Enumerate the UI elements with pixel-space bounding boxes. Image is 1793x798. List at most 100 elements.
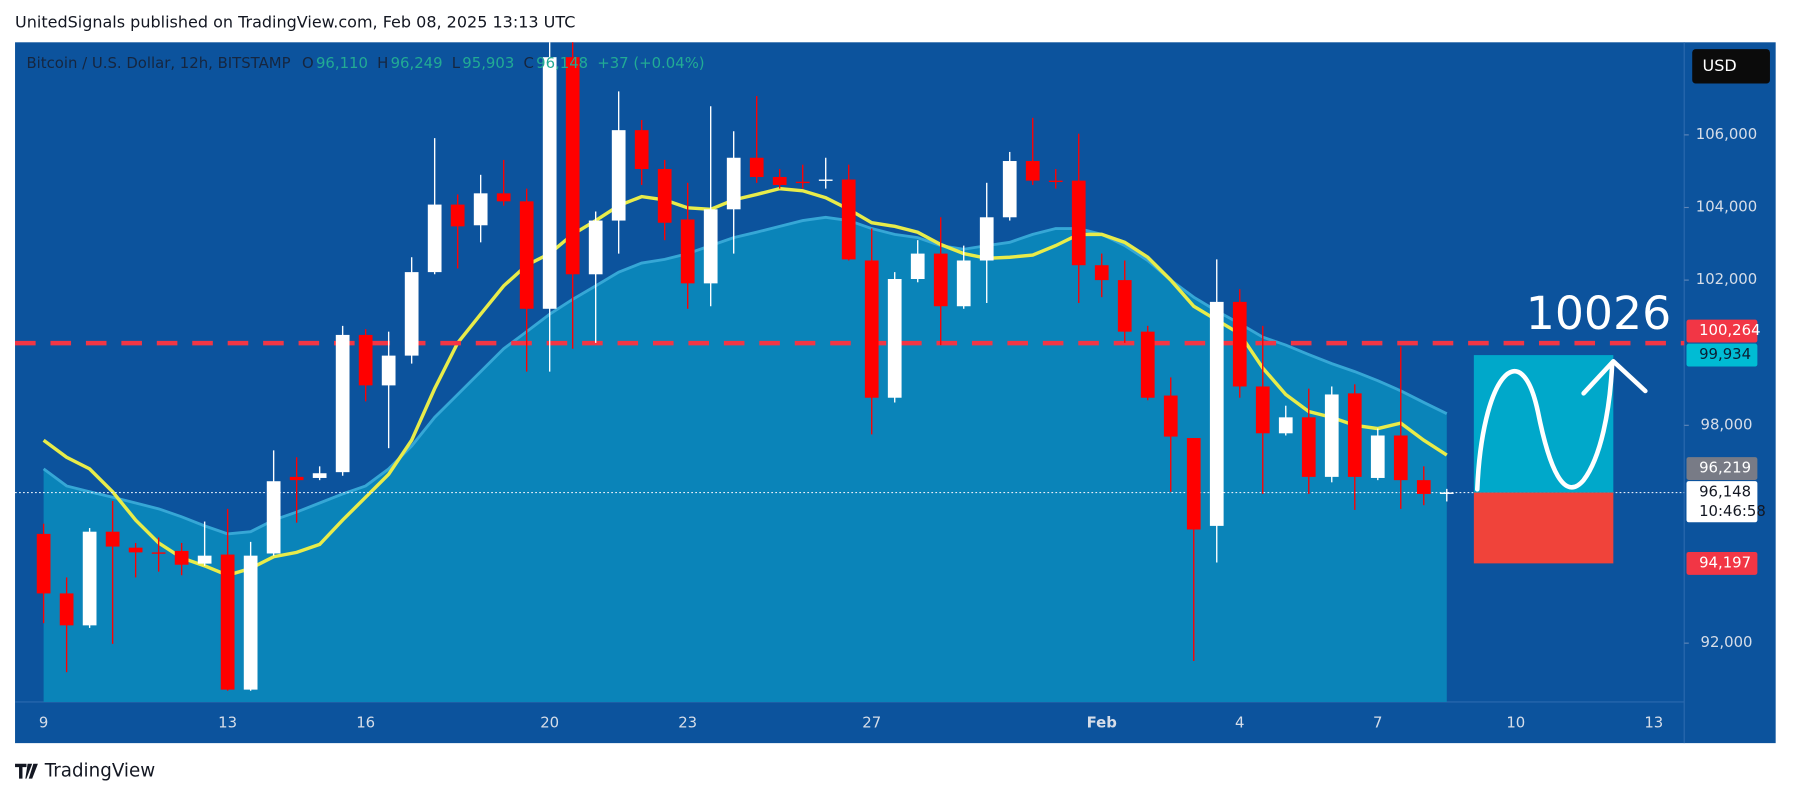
x-tick-label: 13 [1644,714,1663,732]
price-label-box [1686,481,1758,523]
brand-name: TradingView [44,761,156,782]
price-label-box [1686,457,1758,480]
brand: TradingView [15,761,155,782]
candle-body [1232,301,1247,387]
candle-body [1255,386,1270,434]
candle-body [1370,435,1385,478]
candle-body [910,253,925,280]
candle-body [1002,161,1017,218]
candle-body [473,193,488,226]
candle-body [1416,480,1431,494]
candle-body [1347,393,1362,477]
candle-body [36,533,51,594]
x-tick-label: 20 [540,714,559,732]
candle-body [818,179,833,181]
candle-body [59,593,74,626]
legend-value: 96,148 [536,54,588,72]
legend-value: 96,249 [391,54,443,72]
x-tick-label: Feb [1087,714,1117,732]
brand-logo [15,763,38,779]
x-tick-label: 13 [218,714,237,732]
projection-arrow [1581,358,1648,396]
projection-drawing [1474,358,1648,492]
candle-body [703,209,718,284]
candle-body [1048,180,1063,182]
candle-body [680,219,695,284]
candle-body [335,334,350,473]
price-label: 100,264 [1699,321,1760,339]
candle-body [289,476,304,481]
candle-body [404,272,419,356]
candle-body [864,260,879,398]
price-label: 96,219 [1699,459,1751,477]
candle-body [1163,395,1178,437]
currency-box [1692,49,1770,84]
annotation: 10026 [1526,287,1671,340]
candle-body [496,193,511,202]
candle-body [726,157,741,210]
candle-body [358,334,373,386]
candle-body [1025,161,1040,181]
legend-letter: H [377,54,388,72]
x-tick-label: 10 [1506,714,1525,732]
currency: USD [1703,56,1737,75]
y-tick-label: 102,000 [1696,270,1757,288]
candle-body [174,550,189,565]
area-fill [43,217,1447,702]
candle-body [450,204,465,227]
axes: 92,000 98,000 102,000 104,000 106,000 9 13 16 20… [39,125,1757,732]
candle-body [611,130,626,221]
y-tick-label: 98,000 [1701,415,1753,433]
x-tick-label: 4 [1235,714,1244,732]
candle-body [128,547,143,553]
candle-body [588,220,603,275]
candle-body [565,57,580,275]
x-tick-label: 16 [356,714,375,732]
candle-body [1324,394,1339,477]
price-label-box [1686,343,1758,367]
level-lines [15,340,1685,494]
candle-body [1071,180,1086,266]
x-tick-label: 9 [39,714,48,732]
candle-body [519,201,534,309]
y-tick-label: 104,000 [1696,197,1757,215]
candle-body [1186,438,1201,530]
y-tick-label: 92,000 [1701,633,1753,651]
price-label-box [1686,319,1758,343]
candle-body [151,552,166,554]
candle-body [979,217,994,261]
candle-body [1117,280,1132,332]
x-tick-label: 27 [862,714,881,732]
projection-curve [1474,361,1615,492]
candle-body [1301,417,1316,477]
legend-title: Bitcoin / U.S. Dollar, 12h, BITSTAMP [26,54,290,72]
legend-letter: O [302,54,314,72]
legend-value: 95,903 [462,54,514,72]
candle-body [933,253,948,307]
target-zone [1473,355,1614,493]
price-label: 96,148 [1699,483,1751,501]
candle-body [887,279,902,398]
candle-body [1140,331,1155,398]
candle-body [749,157,764,177]
published-line: UnitedSignals published on TradingView.c… [15,12,575,31]
candle-body [381,355,396,386]
candle-body [312,473,327,478]
candle-body [634,130,649,170]
legend-letter: L [452,54,461,72]
candle-body [841,179,856,260]
stop-zone [1473,492,1614,564]
candle-body [82,531,97,626]
candle-body [427,204,442,273]
candle-body [1278,417,1293,434]
ohlc-legend: Bitcoin / U.S. Dollar, 12h, BITSTAMP O 96,… [26,54,704,72]
price-label: 99,934 [1699,345,1751,363]
candle-body [657,169,672,223]
x-tick-label: 7 [1373,714,1382,732]
candle-body [243,555,258,690]
candle-body [1094,265,1109,281]
candle-body [1393,435,1408,481]
